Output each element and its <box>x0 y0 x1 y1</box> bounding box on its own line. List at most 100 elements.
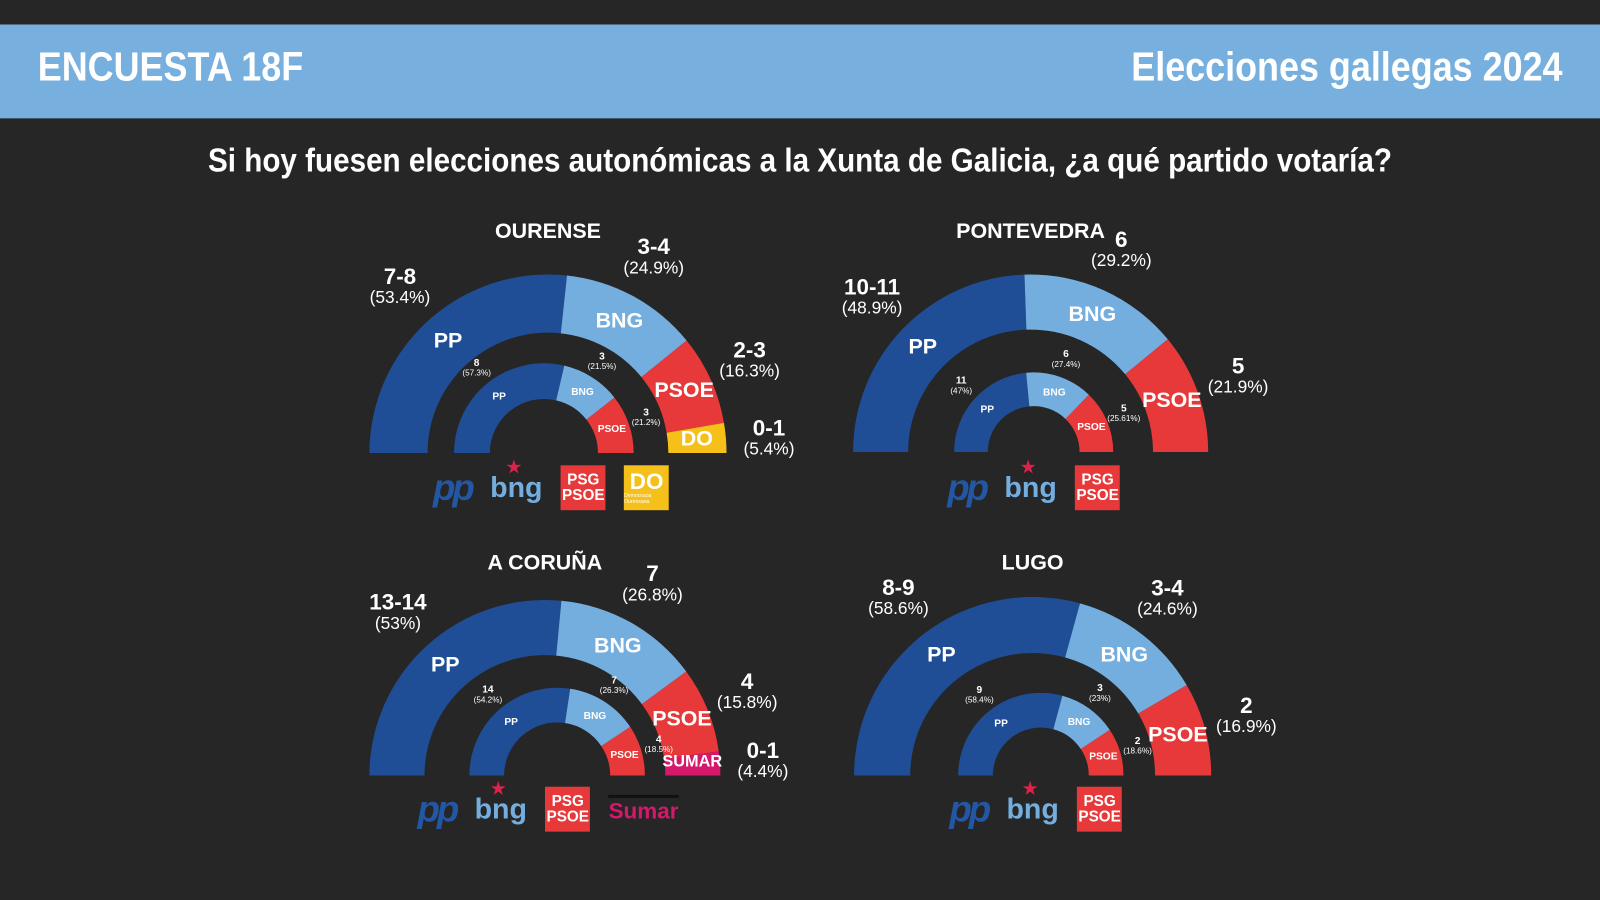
bng-logo: ★ bng <box>1006 781 1058 826</box>
seats-label: 0-1 <box>753 415 785 440</box>
pct-label: (48.9%) <box>842 298 903 318</box>
star-icon: ★ <box>1020 459 1036 477</box>
arc-pp-outer <box>369 599 562 776</box>
party-label-bng: BNG <box>1043 387 1066 398</box>
pp-logo: pp <box>947 466 989 509</box>
seats-label: 5 <box>1232 353 1244 378</box>
party-label-bng: BNG <box>1068 717 1091 728</box>
party-label-psoe: PSOE <box>1089 751 1118 762</box>
bng-logo: ★ bng <box>475 781 527 826</box>
seats-label: 7 <box>646 561 658 586</box>
seats-label: 2 <box>1240 693 1252 718</box>
arc-bng-outer <box>560 275 687 378</box>
pct-label: (53%) <box>375 613 421 633</box>
arc-bng-inner <box>565 688 631 747</box>
star-icon: ★ <box>1022 780 1038 798</box>
psoe-logo: PSG PSOE <box>560 465 606 511</box>
pct-label: (57.3%) <box>462 369 491 378</box>
arc-psoe-outer <box>641 671 719 759</box>
survey-title: ENCUESTA 18F <box>37 44 304 90</box>
pct-label: (58.6%) <box>868 598 929 618</box>
seats-label: 6 <box>1115 227 1127 252</box>
arc-psoe-outer <box>1138 685 1212 776</box>
chart-a-coruña: PP13-14(53%)BNG7(26.8%)PSOE4(15.8%)SUMAR… <box>369 561 788 781</box>
seats-label: 3 <box>1097 683 1103 694</box>
party-label-psoe: PSOE <box>1077 422 1106 433</box>
pct-label: (24.6%) <box>1137 599 1198 619</box>
pct-label: (21.2%) <box>632 418 661 427</box>
arc-pp-inner <box>469 687 571 776</box>
party-label-psoe: PSOE <box>1148 723 1207 747</box>
party-label-pp: PP <box>434 329 463 353</box>
party-label-pp: PP <box>927 642 956 666</box>
party-label-psoe: PSOE <box>654 378 713 402</box>
party-label-bng: BNG <box>584 711 607 722</box>
pct-label: (18.5%) <box>644 745 673 754</box>
arc-bng-outer <box>556 600 687 705</box>
pct-label: (5.4%) <box>743 439 794 459</box>
arc-sumar-outer <box>664 751 721 776</box>
header-bar: ENCUESTA 18F Elecciones gallegas 2024 <box>0 24 1600 119</box>
seats-label: 3-4 <box>1151 576 1184 601</box>
seats-label: 14 <box>482 685 494 696</box>
pct-label: (27.4%) <box>1052 360 1081 369</box>
seats-label: 4 <box>741 669 754 694</box>
election-title: Elecciones gallegas 2024 <box>1130 44 1563 90</box>
seats-label: 0-1 <box>747 738 779 763</box>
pct-label: (24.9%) <box>623 257 684 277</box>
pct-label: (18.6%) <box>1123 747 1152 756</box>
arc-pp-outer <box>854 596 1080 776</box>
arc-pp-inner <box>958 692 1063 776</box>
seats-label: 3 <box>643 407 649 418</box>
party-logos: pp ★ bng PSG PSOE <box>947 459 1121 511</box>
seats-label: 4 <box>656 734 662 745</box>
arc-psoe-inner <box>1065 394 1114 453</box>
chart-title: OURENSE <box>494 219 601 243</box>
seats-label: 10-11 <box>844 275 900 300</box>
pct-label: (16.9%) <box>1216 716 1277 736</box>
pct-label: (53.4%) <box>370 287 431 307</box>
pct-label: (25.61%) <box>1107 414 1140 423</box>
pp-logo: pp <box>433 466 475 509</box>
seats-label: 7 <box>611 676 617 687</box>
pct-label: (23%) <box>1089 694 1111 703</box>
seats-label: 9 <box>977 685 983 696</box>
seats-label: 6 <box>1063 349 1069 360</box>
pct-label: (26.3%) <box>600 686 629 695</box>
arc-do-outer <box>666 422 727 454</box>
party-label-do: DO <box>681 426 713 450</box>
arc-psoe-outer <box>641 340 724 433</box>
party-logos: pp ★ bng PSG PSOE <box>949 781 1123 832</box>
party-label-bng: BNG <box>596 308 644 332</box>
pct-label: (4.4%) <box>737 761 788 781</box>
party-label-pp: PP <box>431 653 460 677</box>
party-label-bng: BNG <box>594 633 642 657</box>
arc-bng-inner <box>556 365 615 420</box>
pct-label: (15.8%) <box>717 692 778 712</box>
seats-label: 2-3 <box>733 337 765 362</box>
arc-psoe-outer <box>1125 339 1209 453</box>
seats-label: 2 <box>1135 736 1141 747</box>
chart-title: PONTEVEDRA <box>956 219 1106 243</box>
party-label-sumar: SUMAR <box>662 753 722 771</box>
chart-ourense: PP 7-8(53.4%) BNG 3-4(24.9%) PSOE 2-3(16.3%) D… <box>369 234 795 459</box>
arc-psoe-inner <box>601 726 645 776</box>
chart-title: LUGO <box>1001 551 1064 575</box>
party-label-psoe: PSOE <box>1142 388 1201 412</box>
party-label-pp: PP <box>504 717 518 728</box>
star-icon: ★ <box>506 459 522 477</box>
party-label-pp: PP <box>980 404 994 415</box>
seats-label: 3 <box>599 351 605 362</box>
pp-logo: pp <box>949 787 991 830</box>
seats-label: 3-4 <box>637 234 670 259</box>
seats-label: 11 <box>956 376 967 387</box>
chart-lugo: PP8-9(58.6%)BNG3-4(24.6%)PSOE2(16.9%)PP9… <box>854 575 1277 776</box>
psoe-logo: PSG PSOE <box>545 786 591 832</box>
party-logos: pp ★ bng PSG PSOE Sumar <box>417 781 679 832</box>
survey-question: Si hoy fuesen elecciones autonómicas a l… <box>207 140 1392 179</box>
bng-logo: ★ bng <box>1004 459 1056 504</box>
arc-bng-inner <box>1026 372 1089 419</box>
chart-title: A CORUÑA <box>487 551 603 575</box>
